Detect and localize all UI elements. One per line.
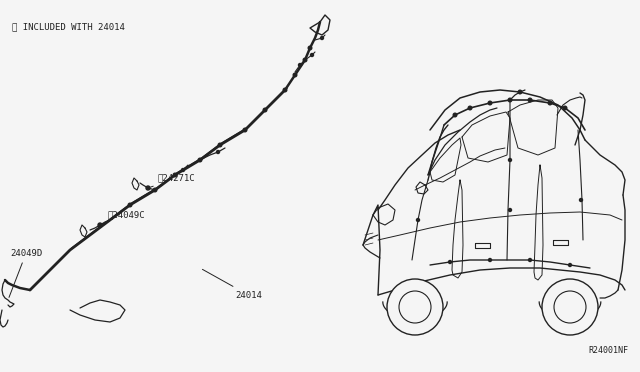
- Circle shape: [263, 108, 267, 112]
- Circle shape: [509, 208, 511, 212]
- Text: ※24049C: ※24049C: [102, 211, 146, 224]
- Circle shape: [568, 263, 572, 266]
- Text: 24049D: 24049D: [9, 248, 42, 297]
- Circle shape: [182, 169, 184, 171]
- Circle shape: [293, 73, 297, 77]
- Circle shape: [303, 58, 307, 62]
- Text: ※ INCLUDED WITH 24014: ※ INCLUDED WITH 24014: [12, 22, 125, 31]
- Circle shape: [387, 279, 443, 335]
- Circle shape: [321, 36, 323, 39]
- Circle shape: [579, 199, 582, 202]
- Text: 24014: 24014: [202, 269, 262, 299]
- Circle shape: [548, 101, 552, 105]
- Circle shape: [298, 64, 301, 67]
- Circle shape: [218, 143, 222, 147]
- Circle shape: [488, 101, 492, 105]
- Circle shape: [508, 98, 512, 102]
- Circle shape: [153, 188, 157, 192]
- Circle shape: [453, 113, 457, 117]
- Circle shape: [488, 259, 492, 262]
- Circle shape: [542, 279, 598, 335]
- Text: ※24271C: ※24271C: [150, 173, 196, 187]
- Circle shape: [529, 259, 531, 262]
- Circle shape: [468, 106, 472, 110]
- Text: R24001NF: R24001NF: [588, 346, 628, 355]
- Circle shape: [399, 291, 431, 323]
- Circle shape: [173, 173, 177, 177]
- Circle shape: [509, 158, 511, 161]
- Circle shape: [518, 90, 522, 94]
- Circle shape: [98, 223, 102, 227]
- Circle shape: [528, 98, 532, 102]
- Circle shape: [128, 203, 132, 207]
- Circle shape: [146, 186, 150, 190]
- Circle shape: [417, 218, 419, 221]
- Circle shape: [198, 158, 202, 162]
- Circle shape: [554, 291, 586, 323]
- Circle shape: [563, 106, 567, 110]
- Circle shape: [449, 260, 451, 263]
- Circle shape: [216, 151, 220, 154]
- Circle shape: [243, 128, 247, 132]
- Circle shape: [283, 88, 287, 92]
- Circle shape: [310, 54, 314, 57]
- Circle shape: [308, 46, 312, 50]
